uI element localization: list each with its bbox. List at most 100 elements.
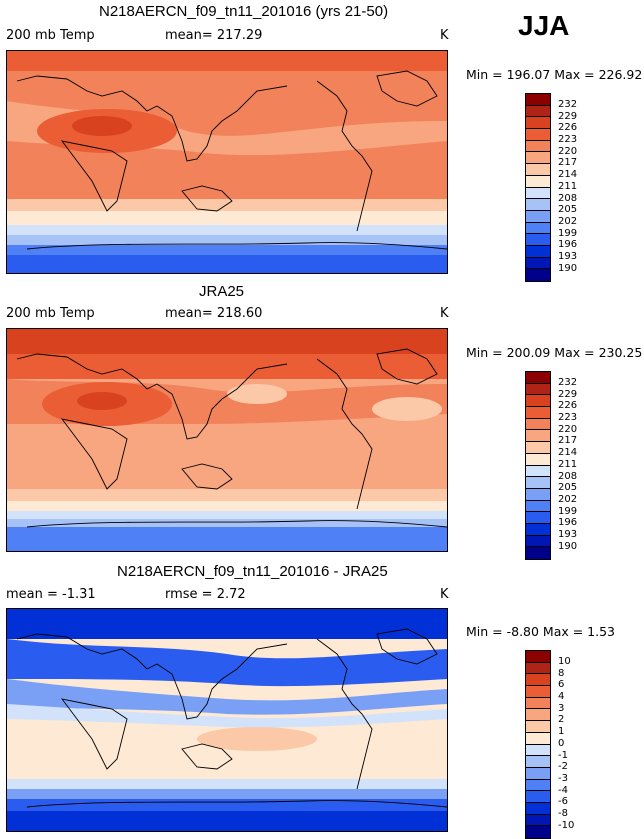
field-band bbox=[7, 519, 447, 527]
colorbar-tick-label: 193 bbox=[558, 250, 578, 262]
panel-3-colorbar-ticks: 10 8 6 4 3 2 1 0 -1 -2 -3 -4 -6 -8 -10 bbox=[558, 656, 574, 831]
colorbar-tick-label: 232 bbox=[558, 99, 578, 110]
colorbar-swatch bbox=[526, 222, 550, 235]
colorbar-tick-label: 8 bbox=[558, 667, 565, 679]
colorbar-tick-label: 217 bbox=[558, 435, 578, 447]
colorbar-swatch bbox=[526, 164, 550, 176]
colorbar-tick-label: 232 bbox=[558, 377, 578, 388]
colorbar-swatch bbox=[526, 234, 550, 246]
colorbar-tick-label: 193 bbox=[558, 528, 578, 540]
colorbar-tick-label: -6 bbox=[558, 796, 568, 808]
field-band bbox=[7, 235, 447, 245]
colorbar-swatch bbox=[526, 756, 550, 768]
panel-2-minmax: Min = 200.09 Max = 230.25 bbox=[466, 345, 643, 360]
colorbar-tick-label: 4 bbox=[558, 691, 565, 703]
colorbar-tick-label: 190 bbox=[558, 262, 578, 274]
colorbar-tick-label: 211 bbox=[558, 180, 578, 192]
panel-1-map bbox=[6, 50, 448, 274]
panel-3-minmax: Min = -8.80 Max = 1.53 bbox=[466, 624, 616, 639]
colorbar-tick-label: 1 bbox=[558, 726, 565, 738]
colorbar-tick-label: -1 bbox=[558, 749, 568, 761]
warm-core bbox=[77, 392, 127, 410]
panel-2-variable-label: 200 mb Temp bbox=[6, 306, 95, 321]
colorbar-tick-label: 190 bbox=[558, 540, 578, 552]
colorbar-swatch bbox=[526, 269, 550, 281]
colorbar-swatch bbox=[526, 535, 550, 548]
colorbar-tick-label: 214 bbox=[558, 447, 578, 459]
colorbar-tick-label: 202 bbox=[558, 493, 578, 505]
colorbar-swatch bbox=[526, 674, 550, 687]
coastlines bbox=[16, 348, 447, 528]
panel-2-mean-label: mean= 218.60 bbox=[165, 306, 263, 321]
panel-1-minmax: Min = 196.07 Max = 226.92 bbox=[466, 67, 643, 82]
colorbar-tick-label: -10 bbox=[558, 819, 575, 831]
colorbar-tick-label: 217 bbox=[558, 157, 578, 169]
colorbar-swatch bbox=[526, 512, 550, 524]
colorbar-tick-label: 10 bbox=[558, 656, 571, 667]
colorbar-swatch bbox=[526, 199, 550, 211]
colorbar-swatch bbox=[526, 257, 550, 270]
colorbar-swatch bbox=[526, 430, 550, 443]
panel-3-units: K bbox=[440, 587, 449, 602]
colorbar-swatch bbox=[526, 651, 550, 663]
colorbar-swatch bbox=[526, 767, 550, 780]
colorbar-swatch bbox=[526, 709, 550, 722]
field-band bbox=[7, 71, 447, 101]
colorbar-swatch bbox=[526, 395, 550, 408]
colorbar-tick-label: 226 bbox=[558, 400, 578, 412]
colorbar-swatch bbox=[526, 245, 550, 258]
colorbar-tick-label: 196 bbox=[558, 239, 578, 251]
panel-2-map bbox=[6, 328, 448, 552]
field-band bbox=[7, 255, 447, 273]
colorbar-swatch bbox=[526, 175, 550, 188]
colorbar-swatch bbox=[526, 129, 550, 141]
colorbar-swatch bbox=[526, 372, 550, 384]
colorbar-swatch bbox=[526, 453, 550, 466]
panel-1-title: N218AERCN_f09_tn11_201016 (yrs 21-50) bbox=[99, 3, 389, 20]
panel-2-colorbar-ticks: 232 229 226 223 220 217 214 211 208 205 202 199 196 1… bbox=[558, 377, 577, 552]
colorbar-swatch bbox=[526, 802, 550, 815]
colorbar-swatch bbox=[526, 744, 550, 757]
colorbar-tick-label: 199 bbox=[558, 505, 578, 517]
colorbar-swatch bbox=[526, 779, 550, 792]
field-contour bbox=[7, 639, 447, 687]
colorbar-swatch bbox=[526, 407, 550, 419]
panel-1-mean-label: mean= 217.29 bbox=[165, 28, 263, 43]
season-label: JJA bbox=[518, 10, 570, 41]
colorbar-tick-label: 196 bbox=[558, 517, 578, 529]
colorbar-swatch bbox=[526, 152, 550, 165]
field-band bbox=[7, 329, 447, 354]
panel-2-title: JRA25 bbox=[199, 283, 245, 300]
colorbar-tick-label: 0 bbox=[558, 737, 565, 749]
field-band bbox=[7, 811, 447, 831]
colorbar-tick-label: 6 bbox=[558, 679, 565, 691]
colorbar-swatch bbox=[526, 465, 550, 478]
cool-patch bbox=[372, 397, 442, 421]
colorbar-swatch bbox=[526, 721, 550, 733]
field-band bbox=[7, 527, 447, 551]
colorbar-tick-label: 208 bbox=[558, 470, 578, 482]
field-band bbox=[7, 245, 447, 255]
colorbar-tick-label: 208 bbox=[558, 192, 578, 204]
colorbar-tick-label: 214 bbox=[558, 169, 578, 181]
panel-2-units: K bbox=[440, 306, 449, 321]
panel-3-mean-label: mean = -1.31 bbox=[6, 587, 96, 602]
panel-2-colorbar bbox=[525, 371, 551, 560]
colorbar-swatch bbox=[526, 488, 550, 501]
colorbar-tick-label: 211 bbox=[558, 458, 578, 470]
panel-3-map bbox=[6, 608, 448, 832]
cool-patch bbox=[227, 384, 287, 404]
warm-patch bbox=[197, 727, 317, 751]
panel-1-colorbar bbox=[525, 93, 551, 282]
field-band bbox=[7, 799, 447, 811]
panel-1-units: K bbox=[440, 28, 449, 43]
colorbar-tick-label: -3 bbox=[558, 772, 568, 784]
colorbar-tick-label: -8 bbox=[558, 807, 568, 819]
field-contour bbox=[7, 704, 447, 728]
coastlines bbox=[16, 628, 447, 808]
colorbar-swatch bbox=[526, 697, 550, 710]
colorbar-swatch bbox=[526, 383, 550, 396]
warm-core bbox=[72, 116, 132, 136]
panel-3-title: N218AERCN_f09_tn11_201016 - JRA25 bbox=[117, 563, 388, 580]
colorbar-tick-label: 223 bbox=[558, 412, 578, 424]
